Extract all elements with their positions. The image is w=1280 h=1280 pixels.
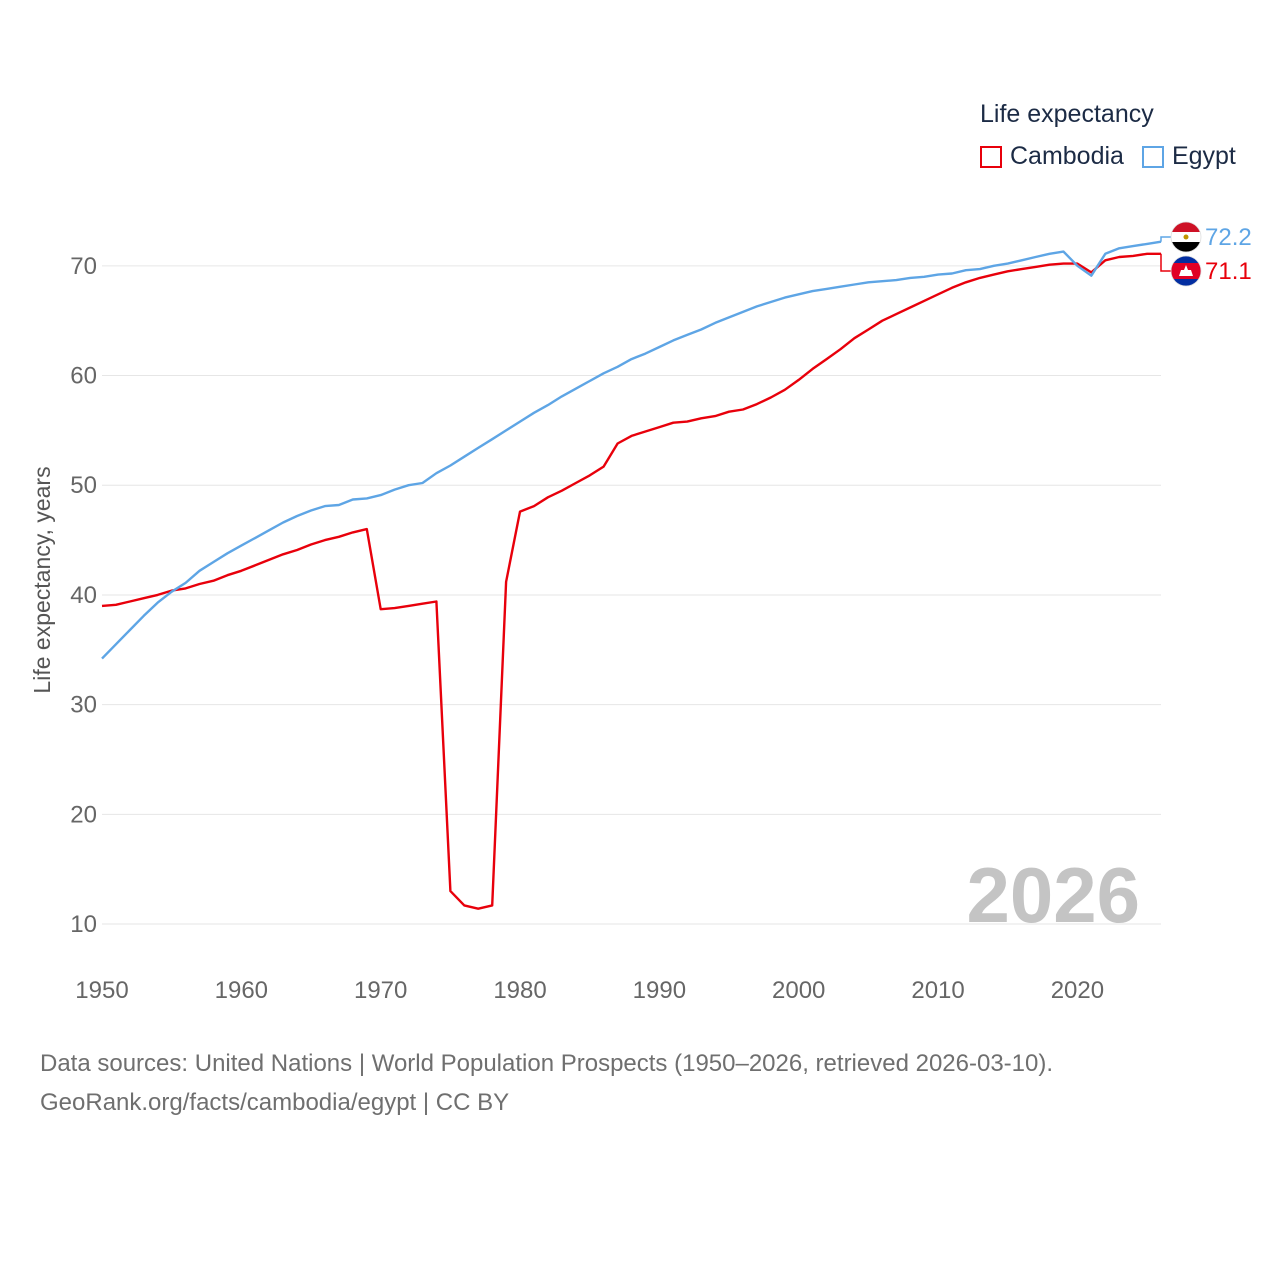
legend-item-cambodia[interactable]: Cambodia [980,142,1124,171]
connector-cambodia [1160,253,1171,272]
y-tick-label: 20 [70,801,97,828]
series-lines [101,240,1162,910]
series-line-egypt [101,240,1162,660]
cambodia-flag-icon [1170,255,1202,287]
x-tick-label: 2010 [911,977,964,1004]
x-tick-label: 1960 [215,977,268,1004]
x-tick-label: 2020 [1051,977,1104,1004]
y-tick-label: 10 [70,911,97,938]
connector-egypt [1160,236,1171,242]
legend-item-egypt[interactable]: Egypt [1141,142,1236,171]
end-labels: 72.2 71.1 [1160,221,1252,287]
legend-swatch-cambodia [980,145,1002,168]
legend-title: Life expectancy [980,100,1154,128]
end-label-egypt: 72.2 [1205,224,1252,251]
legend-label-egypt: Egypt [1171,142,1236,170]
grid-lines [102,265,1161,925]
x-tick-label: 1970 [354,977,407,1004]
end-label-cambodia: 71.1 [1205,258,1252,285]
sources-line-1: Data sources: United Nations | World Pop… [40,1050,1054,1077]
sources-line-2[interactable]: GeoRank.org/facts/cambodia/egypt | CC BY [40,1089,510,1116]
y-axis-label: Life expectancy, years [29,466,55,693]
x-tick-label: 1990 [633,977,686,1004]
y-tick-label: 70 [70,253,97,280]
y-axis-ticks: 10 20 30 40 50 60 70 [70,253,97,938]
y-tick-label: 30 [70,692,97,719]
y-tick-label: 60 [70,363,97,390]
data-sources: Data sources: United Nations | World Pop… [40,1044,1053,1122]
x-tick-label: 1950 [75,977,128,1004]
year-watermark: 2026 [966,851,1140,939]
x-tick-label: 2000 [772,977,825,1004]
legend: Cambodia Egypt [980,142,1254,171]
x-tick-label: 1980 [493,977,546,1004]
legend-swatch-egypt [1141,145,1164,168]
series-line-cambodia [101,252,1161,910]
egypt-flag-icon [1170,221,1202,253]
y-tick-label: 50 [70,472,97,499]
legend-label-cambodia: Cambodia [1010,142,1124,170]
x-axis-ticks: 1950 1960 1970 1980 1990 2000 2010 2020 [75,977,1104,1004]
y-tick-label: 40 [70,582,97,609]
